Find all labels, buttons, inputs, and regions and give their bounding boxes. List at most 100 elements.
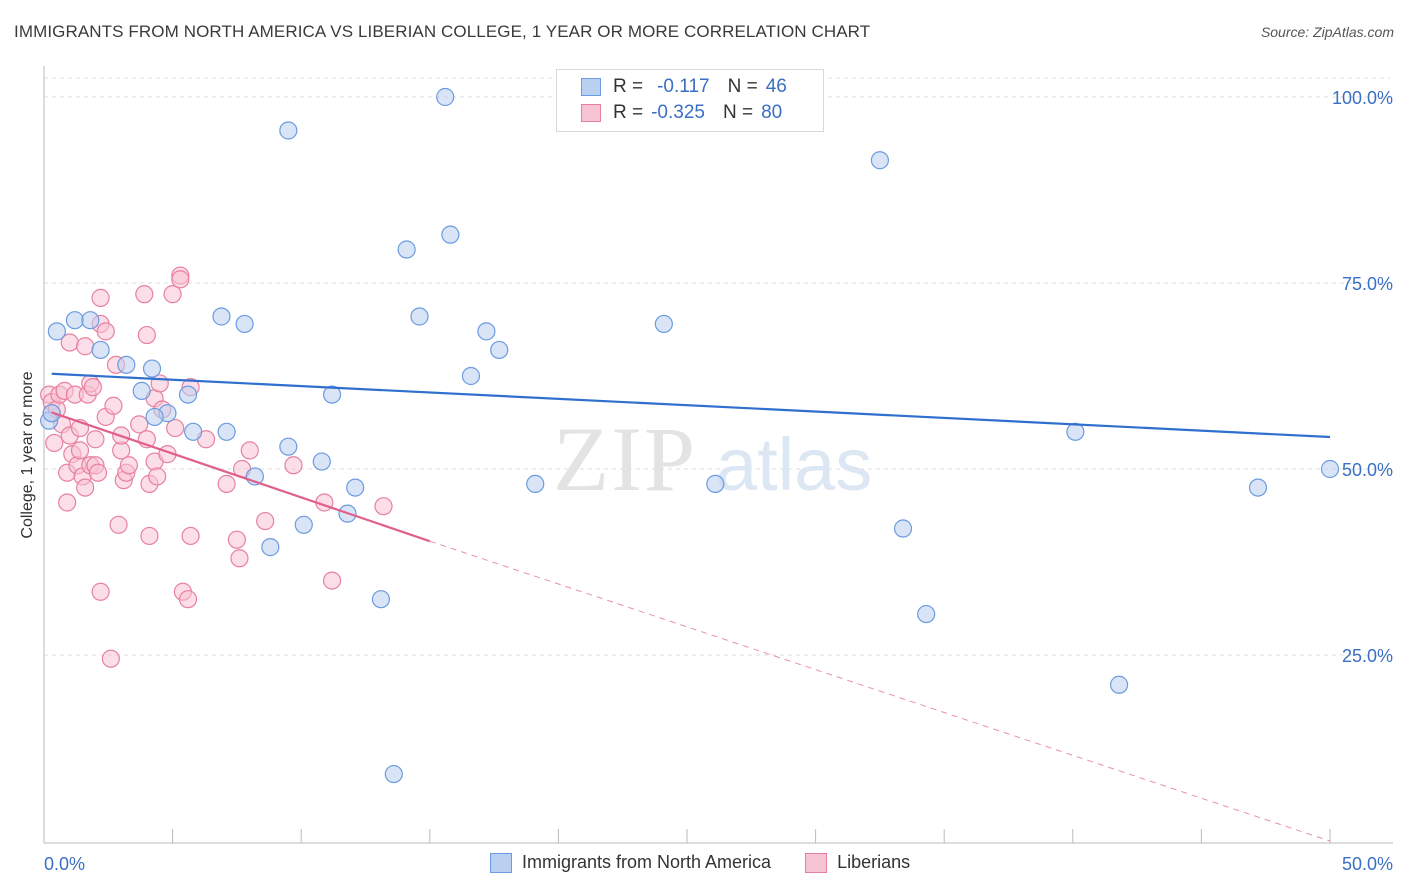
data-point — [1248, 478, 1268, 497]
legend-swatch-blue — [581, 78, 601, 96]
legend-r-value: -0.117 — [657, 76, 710, 97]
data-point — [217, 422, 236, 441]
x-tick-label-max: 50.0% — [1342, 854, 1393, 874]
data-point — [441, 225, 460, 244]
data-point — [461, 366, 481, 386]
data-point — [322, 385, 342, 404]
watermark: ZIP atlas — [553, 408, 872, 510]
data-point — [178, 590, 198, 609]
data-point — [294, 515, 313, 534]
series-legend-liberians[interactable]: Liberians — [805, 852, 910, 873]
correlation-legend: R = -0.117 N = 46 R = -0.325 N = 80 — [556, 69, 824, 132]
data-point — [217, 474, 236, 493]
data-point — [477, 322, 496, 341]
data-point — [1109, 675, 1129, 694]
data-point — [142, 359, 162, 378]
data-point — [76, 478, 95, 497]
data-point — [212, 307, 231, 326]
chart-title: IMMIGRANTS FROM NORTH AMERICA VS LIBERIA… — [14, 22, 871, 41]
data-point — [279, 437, 298, 456]
legend-n-value: 46 — [765, 76, 787, 97]
data-point — [526, 474, 545, 493]
watermark-zip: ZIP — [553, 408, 697, 510]
data-point — [279, 121, 298, 140]
data-point — [145, 407, 164, 427]
legend-r-value: -0.325 — [651, 102, 705, 123]
data-point — [706, 474, 725, 493]
legend-n-label: N = — [722, 102, 754, 123]
data-point — [45, 433, 64, 453]
data-point — [140, 526, 159, 546]
legend-r-label: R = — [613, 76, 644, 97]
data-point — [256, 511, 275, 531]
data-point — [230, 549, 249, 568]
data-point — [346, 478, 365, 497]
source-label: Source: ZipAtlas.com — [1260, 24, 1394, 40]
data-point — [91, 288, 110, 307]
y-tick-label: 25.0% — [1342, 646, 1393, 666]
data-point — [150, 374, 169, 393]
data-point — [654, 314, 673, 334]
data-point — [240, 441, 259, 460]
data-point — [235, 314, 254, 334]
data-point — [81, 311, 100, 330]
data-point — [130, 415, 149, 434]
series-label-liberians: Liberians — [837, 852, 911, 872]
legend-swatch-pink — [581, 104, 601, 122]
data-point — [181, 526, 200, 546]
data-point — [166, 418, 185, 438]
data-point — [893, 519, 913, 538]
data-point — [91, 582, 110, 601]
data-point — [312, 452, 331, 471]
data-point — [184, 422, 203, 441]
data-point — [917, 604, 936, 624]
data-point — [88, 463, 108, 482]
legend-row-immigrants: R = -0.117 N = 46 — [581, 75, 787, 99]
series-legend: Immigrants from North America Liberians — [490, 852, 944, 873]
data-point — [104, 396, 123, 415]
data-point — [436, 87, 455, 107]
series-label-immigrants: Immigrants from North America — [522, 852, 772, 872]
series-swatch-pink — [805, 852, 828, 873]
tick-labels: 100.0% 75.0% 50.0% 25.0% 0.0% 50.0% — [44, 88, 1393, 874]
trend-line-immigrants — [51, 372, 1331, 439]
data-point — [47, 322, 66, 341]
y-tick-label: 75.0% — [1342, 274, 1393, 294]
y-axis-label: College, 1 year or more — [19, 371, 36, 539]
data-point — [132, 381, 151, 400]
y-tick-label: 100.0% — [1332, 88, 1393, 108]
data-point — [109, 515, 128, 534]
watermark-atlas: atlas — [716, 423, 872, 506]
x-tick-label-min: 0.0% — [44, 854, 85, 874]
series-swatch-blue — [490, 852, 512, 873]
data-point — [490, 340, 509, 360]
data-point — [96, 322, 115, 341]
data-point — [135, 285, 154, 304]
trend-line-liberians — [51, 411, 431, 543]
data-point — [171, 270, 190, 289]
data-point — [1320, 459, 1340, 479]
series-legend-immigrants[interactable]: Immigrants from North America — [490, 852, 771, 873]
data-point — [178, 385, 198, 404]
data-point — [227, 530, 246, 549]
data-point — [83, 378, 102, 397]
data-point — [371, 590, 391, 609]
trend-lines — [51, 372, 1331, 842]
data-point — [137, 325, 156, 345]
data-point — [101, 649, 120, 668]
data-point — [1066, 422, 1085, 441]
data-point — [76, 337, 95, 356]
data-point — [65, 311, 84, 330]
data-point — [86, 430, 105, 449]
data-point — [410, 307, 429, 326]
data-point — [397, 240, 416, 259]
data-point — [322, 571, 342, 590]
data-point — [91, 340, 110, 360]
legend-row-liberians: R = -0.325 N = 80 — [581, 101, 782, 125]
data-point — [163, 285, 182, 304]
data-point — [384, 764, 403, 784]
data-point — [148, 467, 167, 486]
grid-layer — [44, 77, 1390, 656]
data-point — [261, 538, 280, 557]
